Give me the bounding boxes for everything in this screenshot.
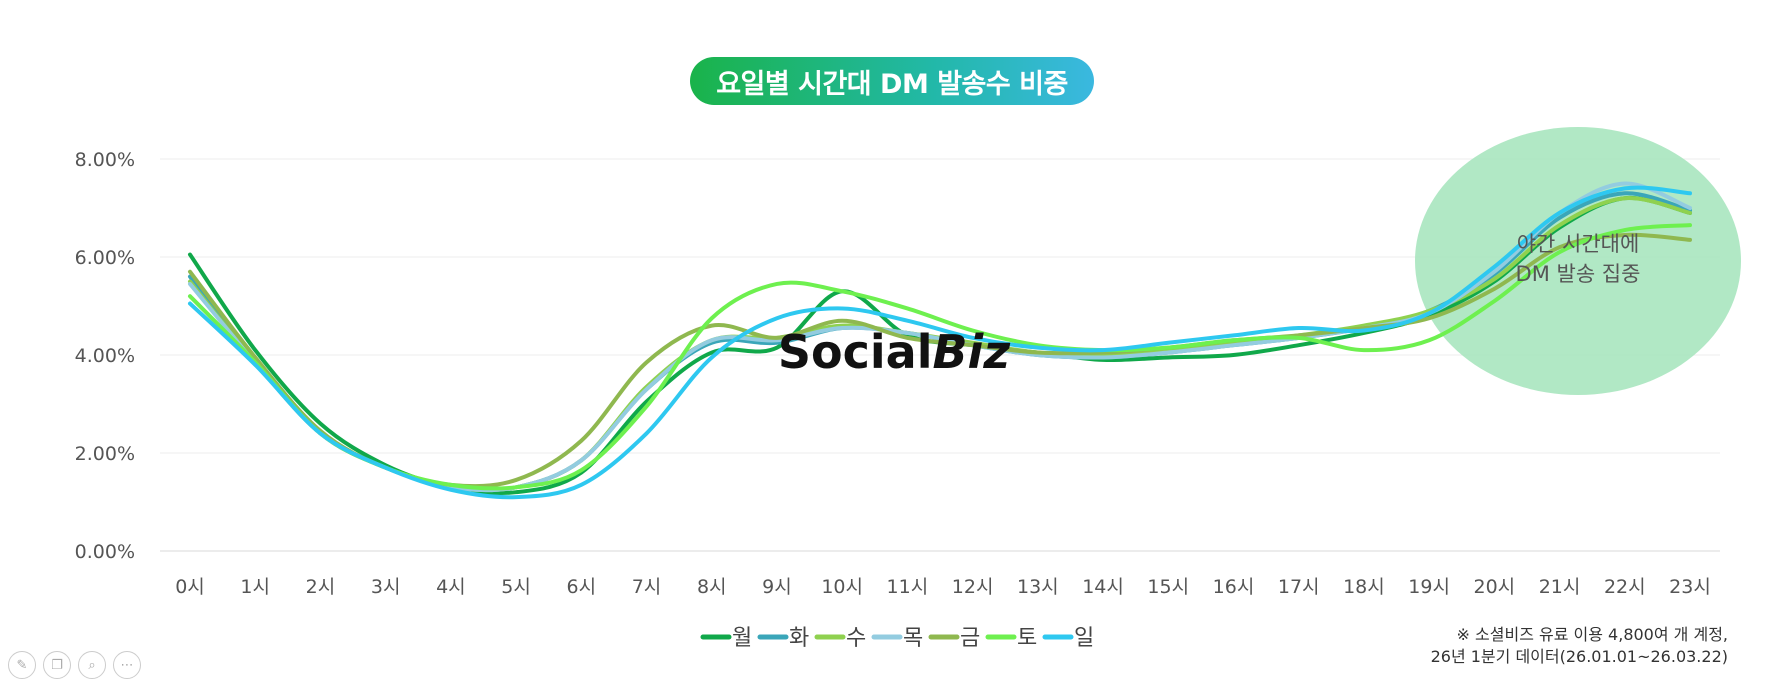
x-tick-label: 7시: [632, 576, 662, 598]
annotation: 야간 시간대에 DM 발송 집중: [1516, 232, 1641, 286]
watermark-part1: Social: [778, 325, 933, 379]
x-tick-label: 22시: [1604, 576, 1646, 598]
copy-icon[interactable]: ❐: [43, 651, 71, 679]
x-tick-label: 21시: [1539, 576, 1581, 598]
legend-label: 목: [903, 626, 923, 651]
watermark-part2: Biz: [932, 325, 1010, 379]
x-tick-label: 16시: [1213, 576, 1255, 598]
footnote: ※ 소셜비즈 유료 이용 4,800여 개 계정, 26년 1분기 데이터(26…: [1431, 624, 1728, 668]
zoom-icon[interactable]: ⌕: [78, 651, 106, 679]
legend-label: 금: [960, 626, 980, 651]
series-line-7: [188, 185, 1692, 500]
x-tick-label: 12시: [952, 576, 994, 598]
y-tick-label: 2.00%: [75, 443, 135, 465]
socialbiz-watermark: SocialBiz: [778, 325, 1010, 379]
x-tick-label: 3시: [371, 576, 401, 598]
x-tick-label: 4시: [436, 576, 466, 598]
x-tick-label: 13시: [1017, 576, 1059, 598]
chart-title: 요일별 시간대 DM 발송수 비중: [690, 57, 1094, 105]
x-tick-label: 5시: [501, 576, 531, 598]
y-tick-label: 0.00%: [75, 541, 135, 563]
more-icon[interactable]: ⋯: [113, 651, 141, 679]
x-tick-label: 23시: [1669, 576, 1711, 598]
x-tick-label: 20시: [1474, 576, 1516, 598]
y-tick-label: 8.00%: [75, 149, 135, 171]
footnote-line1: ※ 소셜비즈 유료 이용 4,800여 개 계정,: [1456, 625, 1728, 644]
annotation-line1: 야간 시간대에: [1517, 232, 1640, 256]
x-tick-label: 0시: [175, 576, 205, 598]
x-tick-label: 15시: [1147, 576, 1189, 598]
x-tick-label: 8시: [697, 576, 727, 598]
x-tick-label: 6시: [567, 576, 597, 598]
legend-label: 토: [1017, 626, 1037, 651]
x-tick-label: 19시: [1408, 576, 1450, 598]
x-tick-label: 17시: [1278, 576, 1320, 598]
y-axis-ticks: 0.00% 2.00% 4.00% 6.00% 8.00%: [75, 149, 135, 563]
x-tick-label: 18시: [1343, 576, 1385, 598]
series-line-6: [188, 223, 1692, 491]
legend-label: 수: [846, 626, 866, 651]
y-tick-label: 4.00%: [75, 345, 135, 367]
annotation-line2: DM 발송 집중: [1516, 262, 1641, 286]
svg-text:SocialBiz: SocialBiz: [778, 325, 1010, 379]
legend-label: 월: [732, 626, 752, 651]
x-tick-label: 2시: [306, 576, 336, 598]
legend-label: 화: [789, 626, 809, 651]
x-tick-label: 10시: [821, 576, 863, 598]
pen-icon[interactable]: ✎: [8, 651, 36, 679]
x-tick-label: 9시: [762, 576, 792, 598]
toolbar: ✎ ❐ ⌕ ⋯: [8, 651, 141, 679]
footnote-line2: 26년 1분기 데이터(26.01.01~26.03.22): [1430, 647, 1728, 666]
x-tick-label: 14시: [1082, 576, 1124, 598]
series-lines: [188, 181, 1692, 500]
legend-label: 일: [1074, 626, 1094, 651]
y-tick-label: 6.00%: [75, 247, 135, 269]
x-tick-label: 11시: [887, 576, 929, 598]
x-tick-label: 1시: [240, 576, 270, 598]
highlight-ellipse: [1415, 127, 1741, 395]
x-axis-ticks: 0시 1시 2시 3시 4시 5시 6시 7시 8시 9시 10시 11시 12시 13시 14시 15시 16…: [175, 576, 1711, 598]
